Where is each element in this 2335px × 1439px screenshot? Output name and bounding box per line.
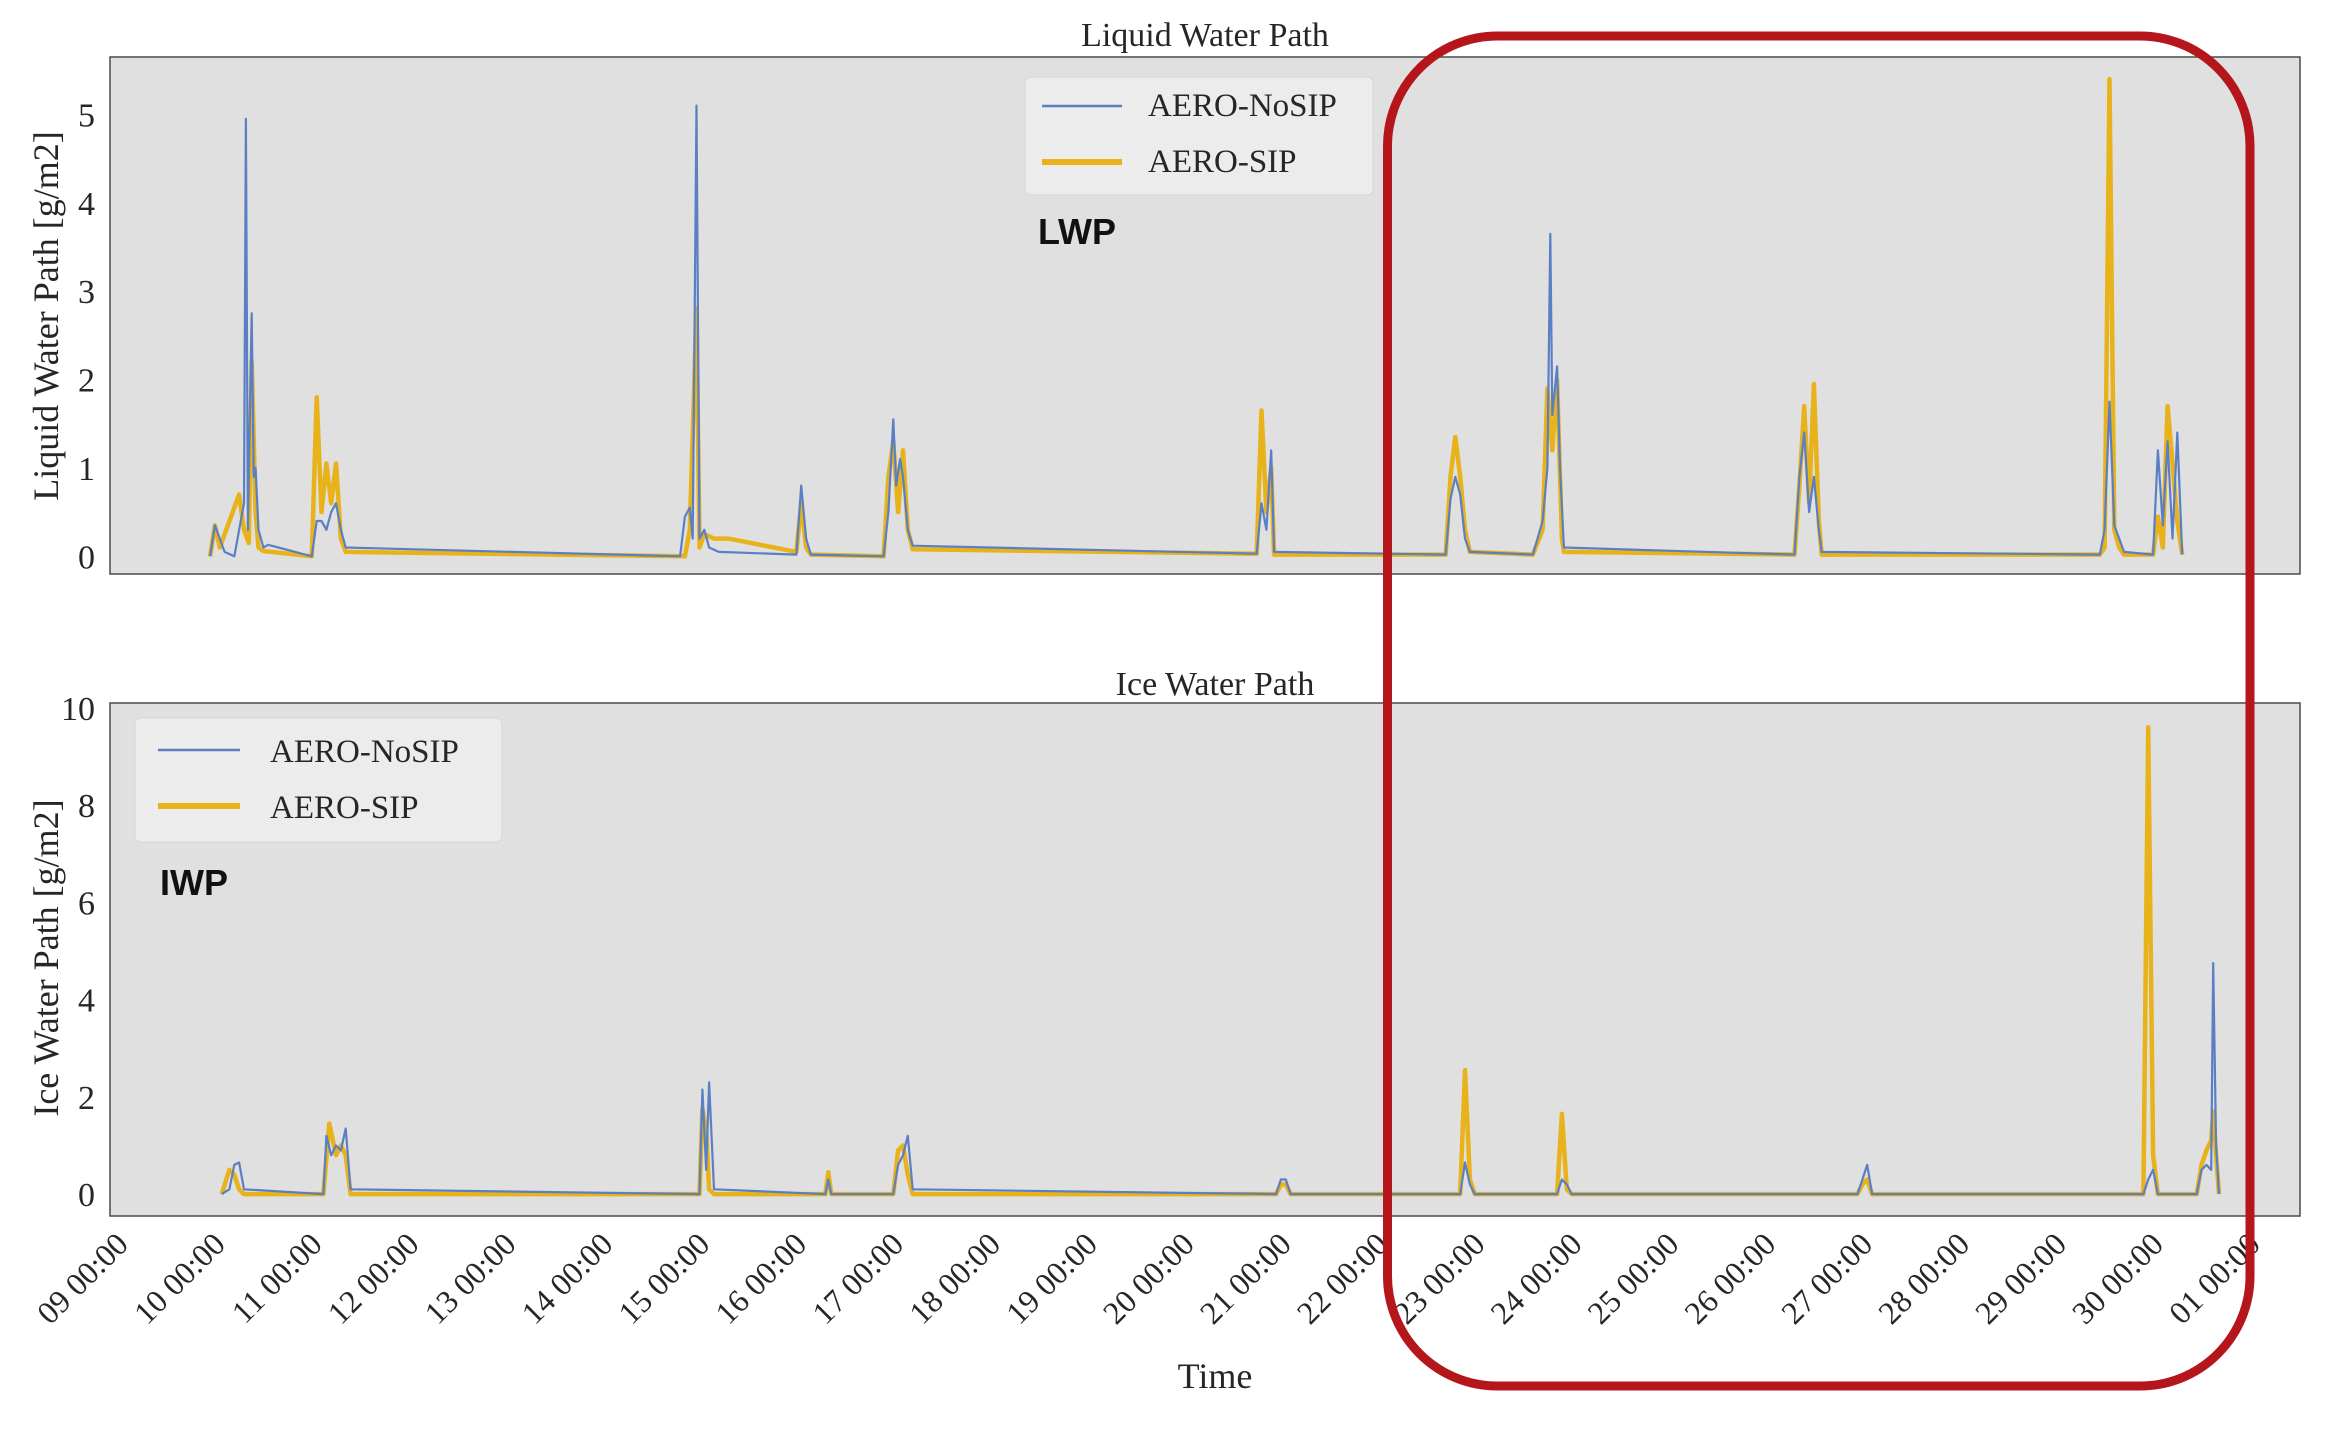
iwp-y-tick-label: 4	[78, 983, 95, 1020]
iwp-x-tick-label: 28 00:00	[1871, 1225, 1976, 1330]
iwp-series-group	[219, 725, 2222, 1197]
iwp-x-tick-label: 29 00:00	[1968, 1225, 2073, 1330]
lwp-chart-title: Liquid Water Path	[1081, 17, 1329, 54]
iwp-x-tick-label: 30 00:00	[2065, 1225, 2170, 1330]
iwp-x-tick-label: 09 00:00	[30, 1225, 135, 1330]
lwp-y-tick-label: 2	[78, 363, 95, 400]
lwp-y-ticks: 0 1 2 3 4 5	[78, 97, 95, 576]
iwp-x-axis-label: Time	[1178, 1356, 1253, 1396]
iwp-x-tick-label: 13 00:00	[417, 1225, 522, 1330]
lwp-y-tick-label: 0	[78, 539, 95, 576]
lwp-y-axis-label: Liquid Water Path [g/m2]	[26, 131, 66, 500]
iwp-x-tick-label: 20 00:00	[1096, 1225, 1201, 1330]
iwp-x-tick-label: 16 00:00	[708, 1225, 813, 1330]
iwp-y-tick-label: 10	[61, 691, 95, 728]
iwp-x-tick-label: 25 00:00	[1580, 1225, 1685, 1330]
highlight-box	[1383, 31, 2255, 1391]
iwp-x-tick-label: 10 00:00	[127, 1225, 232, 1330]
lwp-legend-label-sip: AERO-SIP	[1148, 144, 1297, 180]
iwp-legend-label-sip: AERO-SIP	[270, 790, 419, 826]
iwp-legend-label-nosip: AERO-NoSIP	[270, 734, 459, 770]
iwp-panel-label: IWP	[160, 862, 228, 903]
lwp-y-tick-label: 1	[78, 451, 95, 488]
iwp-legend: AERO-NoSIP AERO-SIP	[134, 717, 503, 843]
lwp-series-aero-nosip-line	[209, 104, 2184, 558]
lwp-y-tick-label: 5	[78, 97, 95, 134]
iwp-x-tick-label: 19 00:00	[999, 1225, 1104, 1330]
iwp-x-tick-label: 14 00:00	[514, 1225, 619, 1330]
iwp-y-tick-label: 0	[78, 1177, 95, 1214]
iwp-y-axis-label: Ice Water Path [g/m2]	[26, 799, 66, 1116]
lwp-panel-label: LWP	[1038, 211, 1116, 252]
iwp-y-tick-label: 8	[78, 788, 95, 825]
iwp-panel: Ice Water Path Ice Water Path [g/m2] 024…	[26, 666, 2301, 1396]
iwp-x-tick-label: 17 00:00	[805, 1225, 910, 1330]
iwp-x-tick-label: 11 00:00	[224, 1225, 328, 1329]
iwp-y-tick-label: 2	[78, 1080, 95, 1117]
iwp-x-tick-label: 24 00:00	[1483, 1225, 1588, 1330]
lwp-legend-label-nosip: AERO-NoSIP	[1148, 88, 1337, 124]
iwp-x-tick-label: 27 00:00	[1774, 1225, 1879, 1330]
iwp-y-tick-label: 6	[78, 885, 95, 922]
iwp-x-tick-label: 23 00:00	[1386, 1225, 1491, 1330]
iwp-series-aero-nosip-line	[221, 962, 2221, 1196]
lwp-series-group	[207, 76, 2185, 559]
lwp-legend: AERO-NoSIP AERO-SIP	[1024, 76, 1374, 196]
lwp-y-tick-label: 3	[78, 274, 95, 311]
iwp-x-tick-label: 12 00:00	[320, 1225, 425, 1330]
iwp-y-ticks: 0 2 4 6 8 10	[61, 691, 95, 1214]
iwp-x-tick-label: 21 00:00	[1193, 1225, 1298, 1330]
iwp-series-aero-sip-line	[219, 725, 2222, 1197]
iwp-x-tick-label: 26 00:00	[1677, 1225, 1782, 1330]
iwp-chart-title: Ice Water Path	[1116, 666, 1315, 703]
iwp-x-tick-label: 18 00:00	[902, 1225, 1007, 1330]
lwp-panel: Liquid Water Path Liquid Water Path [g/m…	[26, 17, 2301, 576]
iwp-x-tick-label: 15 00:00	[611, 1225, 716, 1330]
lwp-y-tick-label: 4	[78, 186, 95, 223]
iwp-x-tick-label: 22 00:00	[1289, 1225, 1394, 1330]
